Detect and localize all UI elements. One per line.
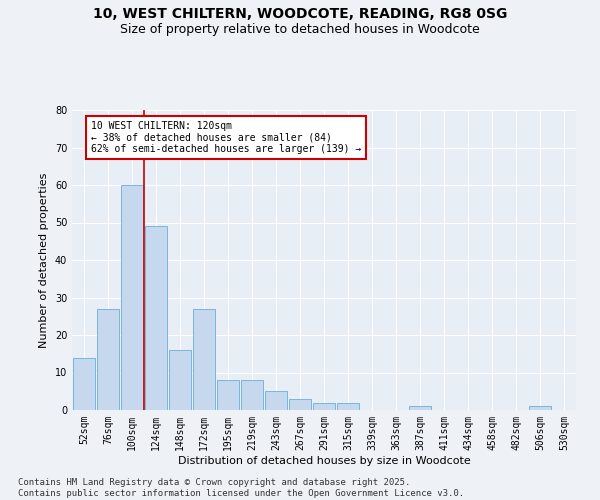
Bar bbox=[121, 185, 143, 410]
Bar bbox=[169, 350, 191, 410]
Bar bbox=[313, 402, 335, 410]
Bar bbox=[217, 380, 239, 410]
Bar bbox=[529, 406, 551, 410]
Bar bbox=[409, 406, 431, 410]
Text: Size of property relative to detached houses in Woodcote: Size of property relative to detached ho… bbox=[120, 22, 480, 36]
Y-axis label: Number of detached properties: Number of detached properties bbox=[39, 172, 49, 348]
Bar bbox=[241, 380, 263, 410]
Bar bbox=[73, 358, 95, 410]
Bar bbox=[289, 399, 311, 410]
Text: Contains HM Land Registry data © Crown copyright and database right 2025.
Contai: Contains HM Land Registry data © Crown c… bbox=[18, 478, 464, 498]
Bar bbox=[337, 402, 359, 410]
Bar bbox=[97, 308, 119, 410]
X-axis label: Distribution of detached houses by size in Woodcote: Distribution of detached houses by size … bbox=[178, 456, 470, 466]
Bar bbox=[145, 226, 167, 410]
Bar bbox=[193, 308, 215, 410]
Text: 10, WEST CHILTERN, WOODCOTE, READING, RG8 0SG: 10, WEST CHILTERN, WOODCOTE, READING, RG… bbox=[93, 8, 507, 22]
Bar bbox=[265, 391, 287, 410]
Text: 10 WEST CHILTERN: 120sqm
← 38% of detached houses are smaller (84)
62% of semi-d: 10 WEST CHILTERN: 120sqm ← 38% of detach… bbox=[91, 121, 361, 154]
